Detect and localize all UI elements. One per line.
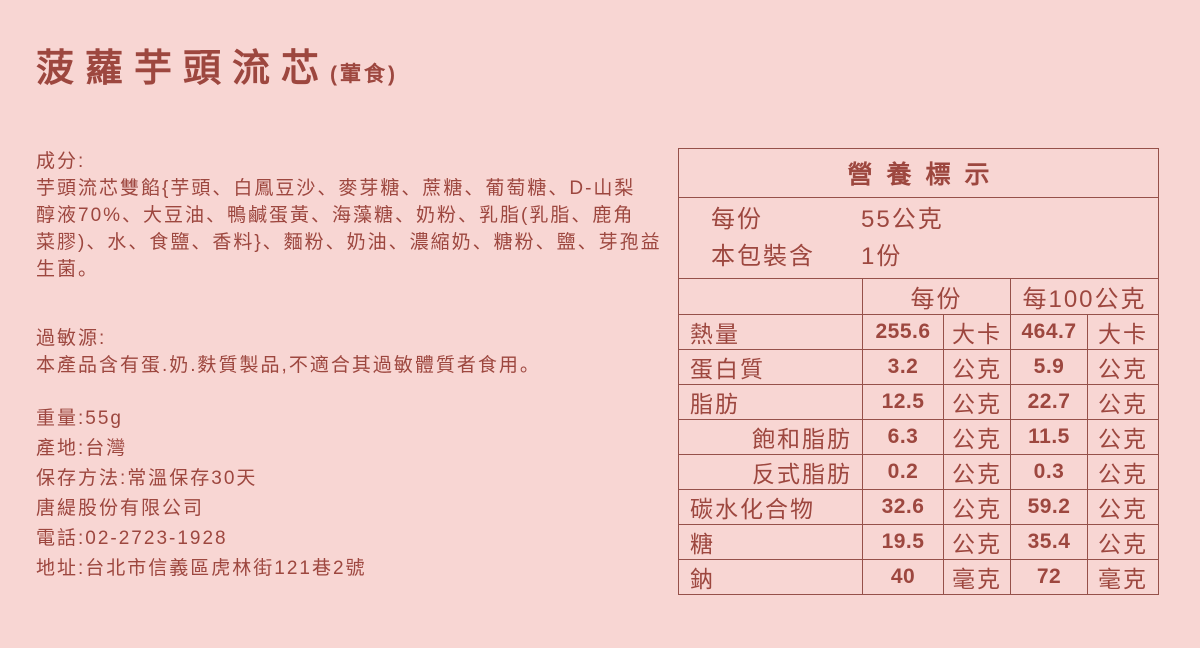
per-serving-unit: 公克 — [943, 349, 1011, 385]
composition-section: 成分: 芋頭流芯雙餡{芋頭、白鳳豆沙、麥芽糖、蔗糖、葡萄糖、D-山梨 醇液70%… — [36, 148, 696, 283]
empty-header-cell — [678, 278, 863, 315]
per-serving-value: 255.6 — [862, 314, 944, 350]
per-100g-unit: 公克 — [1087, 384, 1159, 420]
per-serving-value: 19.5 — [862, 524, 944, 560]
column-header-per-100g: 每100公克 — [1010, 278, 1159, 315]
allergen-heading: 過敏源: — [36, 328, 107, 349]
nutrition-row-protein: 蛋白質 3.2 公克 5.9 公克 — [678, 349, 1159, 385]
column-header-row: 每份 每100公克 — [678, 278, 1159, 315]
per-serving-value: 3.2 — [862, 349, 944, 385]
origin-line: 產地:台灣 — [36, 438, 128, 459]
per-serving-value: 32.6 — [862, 489, 944, 525]
row-label: 糖 — [678, 524, 863, 560]
per-100g-unit: 毫克 — [1087, 559, 1159, 595]
weight-line: 重量:55g — [36, 408, 123, 429]
serving-info-cell: 每份 55公克 本包裝含 1份 — [678, 197, 1159, 279]
row-label: 蛋白質 — [678, 349, 863, 385]
per-100g-unit: 大卡 — [1087, 314, 1159, 350]
per-100g-value: 72 — [1010, 559, 1088, 595]
nutrition-title-row: 營養標示 — [678, 148, 1159, 198]
serving-size-label: 每份 — [711, 206, 763, 233]
package-servings-label: 本包裝含 — [711, 243, 815, 270]
per-100g-value: 11.5 — [1010, 419, 1088, 455]
per-100g-unit: 公克 — [1087, 489, 1159, 525]
per-serving-value: 6.3 — [862, 419, 944, 455]
per-100g-value: 22.7 — [1010, 384, 1088, 420]
per-serving-unit: 大卡 — [943, 314, 1011, 350]
nutrition-row-trans-fat: 反式脂肪 0.2 公克 0.3 公克 — [678, 454, 1159, 490]
nutrition-row-fat: 脂肪 12.5 公克 22.7 公克 — [678, 384, 1159, 420]
storage-line: 保存方法:常溫保存30天 — [36, 468, 258, 489]
per-serving-unit: 公克 — [943, 524, 1011, 560]
package-servings-value: 1份 — [861, 243, 903, 270]
per-100g-unit: 公克 — [1087, 454, 1159, 490]
address-line: 地址:台北市信義區虎林街121巷2號 — [36, 558, 367, 579]
nutrition-row-calories: 熱量 255.6 大卡 464.7 大卡 — [678, 314, 1159, 350]
row-label: 反式脂肪 — [678, 454, 863, 490]
per-serving-unit: 公克 — [943, 489, 1011, 525]
per-serving-value: 40 — [862, 559, 944, 595]
nutrition-row-sugar: 糖 19.5 公克 35.4 公克 — [678, 524, 1159, 560]
allergen-text: 本產品含有蛋.奶.麩質製品,不適合其過敏體質者食用。 — [36, 355, 541, 376]
per-100g-unit: 公克 — [1087, 419, 1159, 455]
row-label: 脂肪 — [678, 384, 863, 420]
per-serving-unit: 公克 — [943, 454, 1011, 490]
per-100g-value: 59.2 — [1010, 489, 1088, 525]
page-title: 菠蘿芋頭流芯(葷食) — [36, 50, 398, 88]
per-serving-unit: 毫克 — [943, 559, 1011, 595]
composition-heading: 成分: — [36, 151, 86, 172]
row-label: 碳水化合物 — [678, 489, 863, 525]
per-100g-unit: 公克 — [1087, 349, 1159, 385]
per-100g-value: 464.7 — [1010, 314, 1088, 350]
serving-info-row: 每份 55公克 本包裝含 1份 — [678, 197, 1159, 279]
row-label: 鈉 — [678, 559, 863, 595]
diet-tag: (葷食) — [330, 63, 399, 86]
package-servings-line: 本包裝含 1份 — [680, 238, 1158, 275]
per-serving-unit: 公克 — [943, 384, 1011, 420]
serving-size-line: 每份 55公克 — [680, 201, 1158, 238]
nutrition-table-title: 營養標示 — [678, 148, 1159, 198]
serving-size-value: 55公克 — [861, 206, 944, 233]
per-100g-value: 5.9 — [1010, 349, 1088, 385]
product-name: 菠蘿芋頭流芯 — [36, 48, 331, 90]
nutrition-row-sodium: 鈉 40 毫克 72 毫克 — [678, 559, 1159, 595]
company-line: 唐緹股份有限公司 — [36, 498, 205, 519]
row-label: 熱量 — [678, 314, 863, 350]
row-label: 飽和脂肪 — [678, 419, 863, 455]
column-header-per-serving: 每份 — [862, 278, 1011, 315]
nutrition-row-saturated-fat: 飽和脂肪 6.3 公克 11.5 公克 — [678, 419, 1159, 455]
nutrition-table: 營養標示 每份 55公克 本包裝含 1份 每份 每100公克 — [678, 148, 1159, 595]
per-serving-unit: 公克 — [943, 419, 1011, 455]
nutrition-row-carbohydrate: 碳水化合物 32.6 公克 59.2 公克 — [678, 489, 1159, 525]
phone-line: 電話:02-2723-1928 — [36, 528, 228, 549]
per-serving-value: 12.5 — [862, 384, 944, 420]
per-serving-value: 0.2 — [862, 454, 944, 490]
product-info-section: 重量:55g 產地:台灣 保存方法:常溫保存30天 唐緹股份有限公司 電話:02… — [36, 404, 696, 584]
allergen-section: 過敏源: 本產品含有蛋.奶.麩質製品,不適合其過敏體質者食用。 — [36, 325, 696, 379]
per-100g-value: 0.3 — [1010, 454, 1088, 490]
per-100g-value: 35.4 — [1010, 524, 1088, 560]
per-100g-unit: 公克 — [1087, 524, 1159, 560]
composition-text: 芋頭流芯雙餡{芋頭、白鳳豆沙、麥芽糖、蔗糖、葡萄糖、D-山梨 醇液70%、大豆油… — [36, 178, 662, 280]
